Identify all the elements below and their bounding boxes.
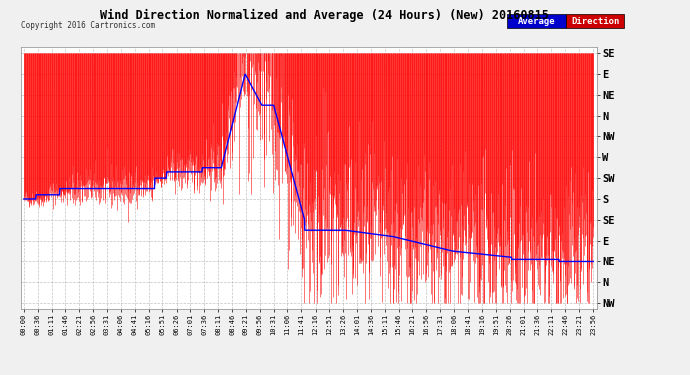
Text: Copyright 2016 Cartronics.com: Copyright 2016 Cartronics.com [21, 21, 155, 30]
Text: Average: Average [518, 16, 555, 26]
Text: Direction: Direction [571, 16, 620, 26]
Text: Wind Direction Normalized and Average (24 Hours) (New) 20160815: Wind Direction Normalized and Average (2… [100, 9, 549, 22]
